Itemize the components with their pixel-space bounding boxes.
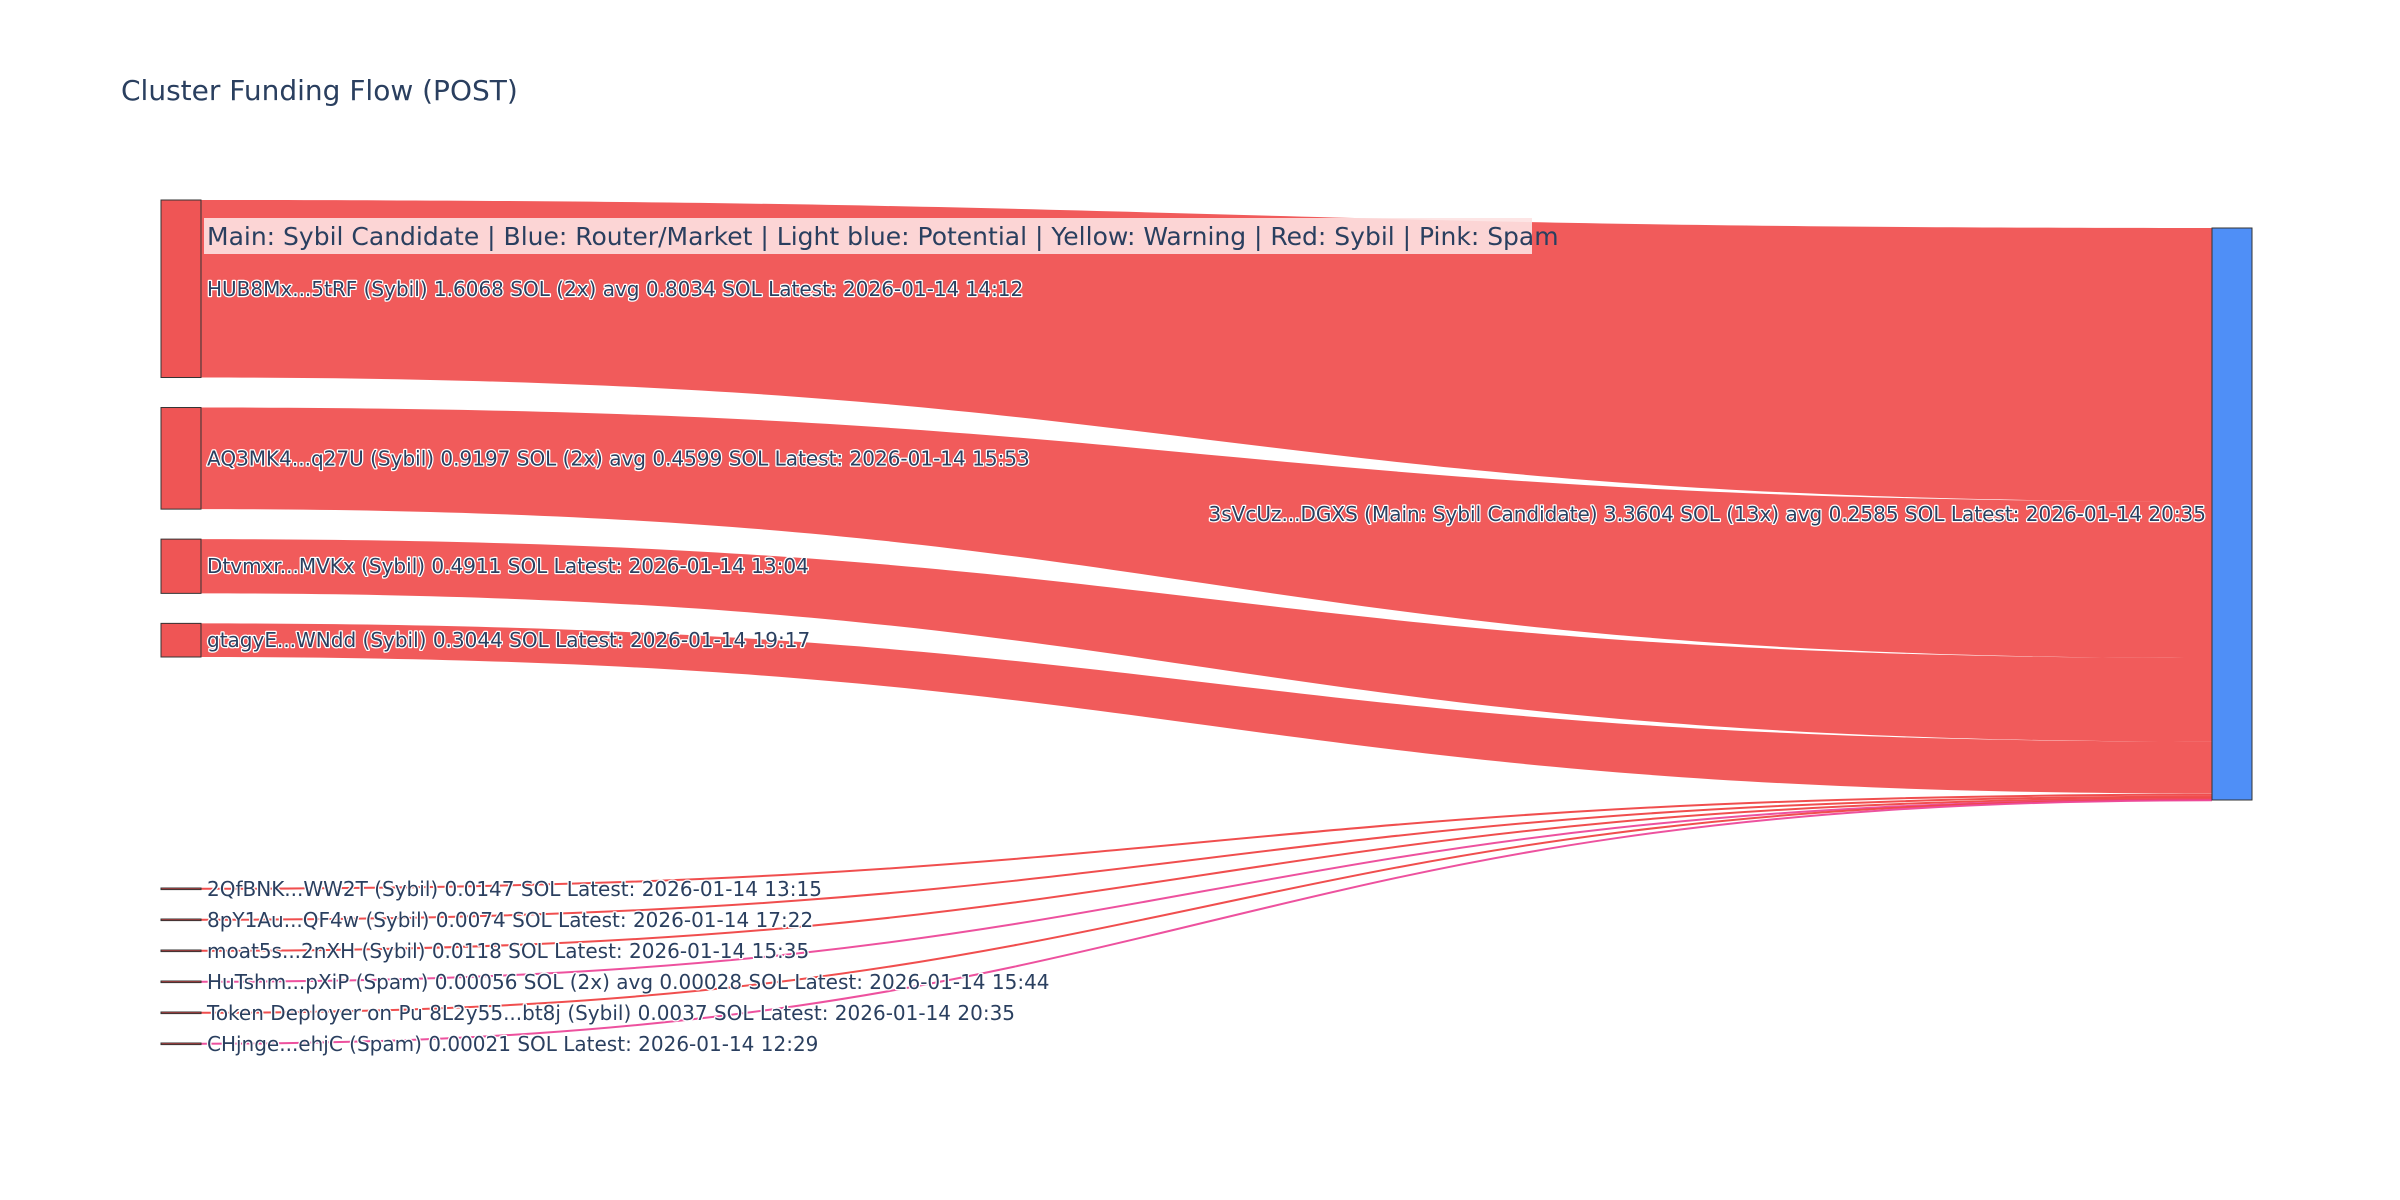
source-label-7: moat5s...2nXH (Sybil) 0.0118 SOL Latest:… [207, 939, 809, 963]
target-label: 3sVcUz...DGXS (Main: Sybil Candidate) 3.… [1209, 502, 2207, 526]
target-node [2211, 227, 2253, 801]
flow-link-8 [200, 798, 2213, 983]
flow-link-6 [200, 795, 2213, 921]
source-node-4 [160, 622, 202, 658]
source-node-9 [160, 1011, 202, 1015]
source-node-8 [160, 980, 202, 984]
legend-note-background [204, 218, 1532, 254]
source-label-6: 8pY1Au...QF4w (Sybil) 0.0074 SOL Latest:… [207, 908, 813, 932]
flow-link-9 [200, 798, 2213, 1014]
source-label-5: 2QfBNK...WW2T (Sybil) 0.0147 SOL Latest:… [207, 877, 822, 901]
source-node-3 [160, 538, 202, 594]
flow-link-3 [201, 539, 2212, 742]
source-label-1: HUB8Mx...5tRF (Sybil) 1.6068 SOL (2x) av… [207, 277, 1023, 301]
node-labels: HUB8Mx...5tRF (Sybil) 1.6068 SOL (2x) av… [205, 276, 2208, 1058]
flow-link-4 [201, 623, 2212, 794]
source-node-6 [160, 918, 202, 922]
source-node-7 [160, 949, 202, 953]
source-node-10 [160, 1042, 202, 1046]
flow-link-10 [200, 799, 2213, 1045]
source-label-10: CHjnge...ehjC (Spam) 0.00021 SOL Latest:… [207, 1032, 818, 1056]
source-node-1 [160, 199, 202, 379]
source-label-3: Dtvmxr...MVKx (Sybil) 0.4911 SOL Latest:… [207, 554, 809, 578]
source-label-8: HuTshm...pXiP (Spam) 0.00056 SOL (2x) av… [207, 970, 1050, 994]
source-label-9: Token Deployer on Pu 8L2y55...bt8j (Sybi… [206, 1001, 1015, 1025]
flow-link-5 [200, 793, 2213, 890]
flow-link-7 [200, 797, 2213, 952]
source-node-5 [160, 887, 202, 891]
source-label-4: gtagyE...WNdd (Sybil) 0.3044 SOL Latest:… [207, 628, 810, 652]
legend-note: Main: Sybil Candidate | Blue: Router/Mar… [207, 222, 1559, 251]
chart-title: Cluster Funding Flow (POST) [121, 74, 518, 107]
source-label-2: AQ3MK4...q27U (Sybil) 0.9197 SOL (2x) av… [207, 446, 1030, 470]
flow-link-1 [201, 200, 2212, 502]
flow-links [200, 200, 2213, 1045]
source-node-2 [160, 407, 202, 510]
flow-nodes [160, 199, 2253, 1046]
flow-link-2 [201, 407, 2212, 659]
